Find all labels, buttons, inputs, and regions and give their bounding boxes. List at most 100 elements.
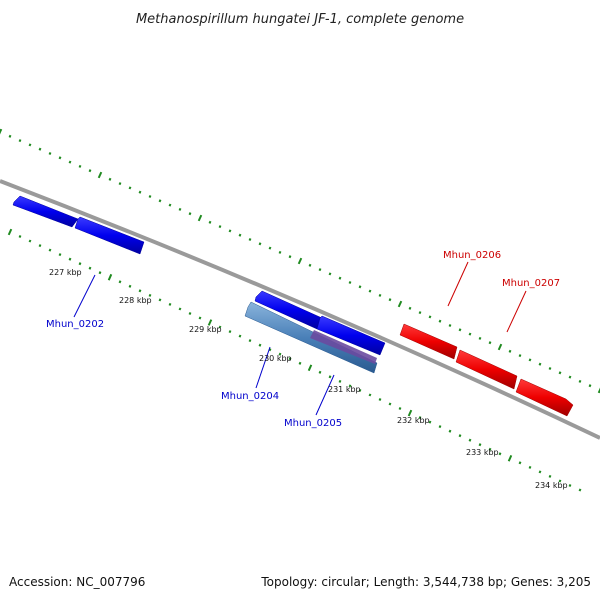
minor-tick bbox=[388, 298, 392, 302]
major-tick bbox=[207, 319, 213, 326]
minor-tick bbox=[328, 375, 332, 379]
minor-tick bbox=[348, 280, 352, 285]
minor-tick bbox=[178, 307, 182, 311]
minor-tick bbox=[118, 182, 122, 186]
minor-tick bbox=[558, 479, 562, 483]
minor-tick bbox=[478, 443, 482, 447]
scale-label-230: 230 kbp bbox=[259, 354, 292, 363]
leader-mhun-0207 bbox=[506, 290, 527, 333]
minor-tick bbox=[448, 323, 452, 328]
major-tick bbox=[397, 300, 403, 308]
minor-tick bbox=[458, 434, 462, 438]
minor-tick bbox=[248, 339, 252, 343]
minor-tick bbox=[568, 483, 572, 488]
gene-label-mhun-0202[interactable]: Mhun_0202 bbox=[46, 319, 104, 330]
minor-tick bbox=[548, 366, 552, 371]
minor-tick bbox=[138, 289, 142, 293]
minor-tick bbox=[288, 255, 292, 259]
minor-tick bbox=[578, 379, 582, 383]
scale-label-233: 233 kbp bbox=[466, 448, 499, 457]
minor-tick bbox=[468, 332, 472, 336]
minor-tick bbox=[378, 293, 382, 297]
leader-mhun-0205 bbox=[315, 374, 335, 416]
minor-tick bbox=[188, 212, 192, 216]
minor-tick bbox=[28, 143, 32, 147]
gene-mhun-0206-arrow[interactable] bbox=[399, 323, 458, 360]
minor-tick bbox=[198, 316, 202, 320]
minor-tick bbox=[538, 362, 542, 366]
genome-backbone bbox=[0, 179, 600, 440]
minor-tick bbox=[468, 438, 472, 442]
major-tick bbox=[0, 128, 3, 135]
cds-highlight[interactable] bbox=[310, 330, 377, 364]
minor-tick bbox=[408, 306, 412, 310]
minor-tick bbox=[568, 375, 572, 379]
minor-tick bbox=[48, 151, 52, 156]
minor-tick bbox=[278, 250, 282, 254]
minor-tick bbox=[118, 280, 122, 284]
minor-tick bbox=[158, 199, 162, 203]
minor-tick bbox=[228, 229, 232, 233]
minor-tick bbox=[388, 402, 392, 406]
minor-tick bbox=[488, 341, 492, 345]
major-tick bbox=[97, 171, 103, 179]
minor-tick bbox=[438, 425, 442, 429]
minor-tick bbox=[358, 388, 362, 392]
minor-tick bbox=[68, 257, 72, 261]
map-title: Methanospirillum hungatei JF-1, complete… bbox=[136, 12, 464, 27]
gene-label-mhun-0204[interactable]: Mhun_0204 bbox=[221, 391, 279, 402]
major-tick bbox=[407, 409, 413, 417]
minor-tick bbox=[358, 285, 362, 289]
gene-label-mhun-0206[interactable]: Mhun_0206 bbox=[443, 250, 501, 261]
minor-tick bbox=[78, 262, 82, 266]
minor-tick bbox=[258, 242, 262, 246]
minor-tick bbox=[418, 311, 422, 315]
gene-mhun-0207-arrow-a[interactable] bbox=[455, 349, 518, 390]
minor-tick bbox=[18, 139, 22, 143]
minor-tick bbox=[578, 488, 582, 492]
minor-tick bbox=[328, 272, 332, 276]
major-tick bbox=[497, 343, 503, 351]
gene-mhun-0207-arrow-b[interactable] bbox=[515, 378, 574, 417]
minor-tick bbox=[178, 207, 182, 211]
minor-tick bbox=[258, 343, 262, 347]
minor-tick bbox=[478, 336, 482, 340]
minor-tick bbox=[298, 361, 302, 365]
minor-tick bbox=[378, 397, 382, 402]
minor-tick bbox=[548, 474, 552, 478]
minor-tick bbox=[28, 239, 32, 243]
minor-tick bbox=[238, 233, 242, 237]
minor-tick bbox=[88, 266, 92, 270]
minor-tick bbox=[68, 160, 72, 164]
minor-tick bbox=[338, 276, 342, 280]
minor-tick bbox=[398, 406, 402, 411]
genome-summary-text: Topology: circular; Length: 3,544,738 bp… bbox=[260, 575, 591, 589]
major-tick bbox=[297, 257, 303, 265]
leader-mhun-0206 bbox=[447, 261, 469, 307]
minor-tick bbox=[318, 268, 322, 272]
scale-label-234: 234 kbp bbox=[535, 481, 568, 490]
minor-tick bbox=[188, 311, 192, 316]
minor-tick bbox=[428, 420, 432, 424]
minor-tick bbox=[38, 244, 42, 248]
major-tick bbox=[7, 228, 13, 236]
minor-tick bbox=[278, 352, 282, 356]
minor-tick bbox=[288, 357, 292, 361]
minor-tick bbox=[228, 330, 232, 334]
major-tick bbox=[597, 387, 600, 394]
leader-mhun-0204 bbox=[255, 346, 271, 389]
minor-tick bbox=[338, 379, 342, 383]
gene-label-mhun-0207[interactable]: Mhun_0207 bbox=[502, 278, 560, 289]
minor-tick bbox=[518, 354, 522, 358]
minor-tick bbox=[8, 134, 12, 138]
minor-tick bbox=[148, 293, 152, 297]
gene-mhun-0202-arrow-b[interactable] bbox=[74, 216, 145, 255]
gene-mhun-0205-arrow[interactable] bbox=[316, 315, 386, 356]
minor-tick bbox=[558, 371, 562, 375]
minor-tick bbox=[528, 358, 532, 362]
gene-label-mhun-0205[interactable]: Mhun_0205 bbox=[284, 418, 342, 429]
minor-tick bbox=[458, 328, 462, 332]
gene-mhun-0202-arrow-a[interactable] bbox=[12, 195, 79, 228]
minor-tick bbox=[208, 220, 212, 224]
